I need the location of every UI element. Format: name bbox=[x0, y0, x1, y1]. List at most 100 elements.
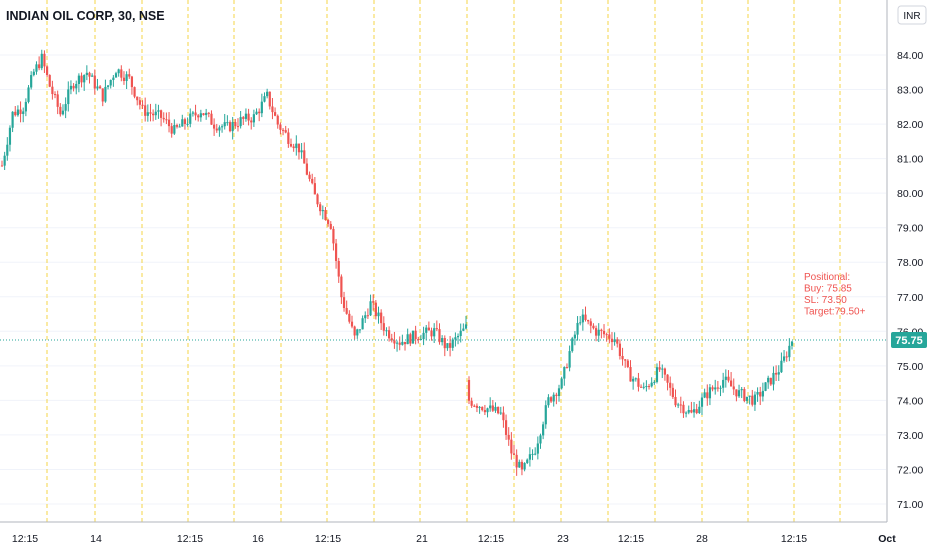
candle-body bbox=[130, 76, 134, 88]
candle-body bbox=[552, 394, 555, 402]
candle-body bbox=[292, 146, 295, 149]
candle-body bbox=[372, 301, 375, 303]
candle-body bbox=[398, 342, 401, 345]
candle-body bbox=[539, 435, 542, 444]
time-tick-label: Oct bbox=[878, 533, 896, 545]
candle-body bbox=[737, 390, 741, 397]
candle-body bbox=[581, 314, 584, 323]
candle-body bbox=[279, 124, 282, 130]
candle-body bbox=[260, 101, 263, 114]
candle-body bbox=[605, 334, 608, 336]
price-tick-label: 73.00 bbox=[897, 430, 923, 442]
candle-body bbox=[22, 111, 25, 114]
candle-body bbox=[138, 100, 141, 105]
candle-body bbox=[510, 439, 513, 454]
candle-body bbox=[207, 112, 210, 114]
price-tick-label: 82.00 bbox=[897, 119, 923, 131]
candle-body bbox=[711, 387, 714, 390]
candle-body bbox=[199, 113, 202, 118]
candle-body bbox=[456, 335, 460, 338]
candle-body bbox=[287, 132, 290, 144]
candle-body bbox=[356, 329, 359, 336]
candle-body bbox=[366, 315, 369, 317]
candle-body bbox=[181, 119, 184, 127]
candle-body bbox=[266, 91, 269, 97]
candle-body bbox=[650, 382, 653, 387]
candle-body bbox=[489, 405, 492, 409]
candle-body bbox=[11, 111, 14, 128]
annotation-line: Positional: bbox=[804, 272, 850, 283]
candle-body bbox=[369, 301, 372, 316]
grid bbox=[0, 54, 886, 505]
candle-body bbox=[695, 409, 698, 413]
price-tick-label: 75.00 bbox=[897, 361, 923, 373]
candle-body bbox=[268, 91, 271, 107]
candle-body bbox=[560, 378, 563, 389]
candle-body bbox=[146, 112, 149, 116]
candle-body bbox=[136, 96, 139, 101]
candle-body bbox=[77, 75, 80, 85]
candle-body bbox=[502, 412, 505, 421]
candle-body bbox=[491, 405, 494, 411]
candle-body bbox=[473, 405, 476, 407]
time-axis[interactable]: 12:15 14 12:15 16 12:15 21 12:15 23 12:15 28 12:15… bbox=[0, 521, 896, 545]
candle-body bbox=[515, 454, 518, 468]
candle-body bbox=[228, 122, 232, 132]
candle-body bbox=[289, 143, 293, 147]
currency-label: INR bbox=[903, 11, 920, 22]
candle-body bbox=[234, 122, 237, 127]
candle-body bbox=[80, 75, 83, 83]
candle-body bbox=[481, 406, 484, 411]
candle-body bbox=[639, 386, 643, 388]
candle-body bbox=[255, 111, 258, 115]
price-tick-label: 84.00 bbox=[897, 50, 923, 62]
candle-body bbox=[679, 404, 682, 406]
candle-body bbox=[45, 66, 49, 76]
candle-body bbox=[385, 330, 388, 332]
candle-body bbox=[666, 374, 669, 383]
candle-body bbox=[772, 372, 775, 385]
candle-body bbox=[589, 321, 592, 326]
candle-body bbox=[48, 75, 51, 87]
candle-body bbox=[565, 367, 569, 369]
candle-body bbox=[534, 453, 537, 455]
candle-body bbox=[682, 404, 685, 414]
candle-body bbox=[144, 105, 147, 116]
candle-body bbox=[271, 106, 274, 113]
annotation-line: Buy: 75.85 bbox=[804, 284, 852, 295]
candle-body bbox=[409, 334, 412, 344]
candle-body bbox=[61, 110, 65, 115]
candle-body bbox=[451, 339, 454, 348]
candle-body bbox=[663, 368, 667, 375]
candle-body bbox=[719, 387, 722, 389]
candle-body bbox=[427, 327, 430, 331]
candle-body bbox=[653, 381, 656, 383]
time-tick-label: 12:15 bbox=[177, 533, 203, 545]
candle-body bbox=[16, 109, 20, 116]
candle-body bbox=[236, 126, 240, 128]
candle-body bbox=[584, 314, 587, 320]
candle-body bbox=[433, 328, 436, 337]
candle-body bbox=[183, 119, 187, 125]
candle-body bbox=[244, 113, 248, 119]
candle-body bbox=[655, 367, 659, 382]
candle-body bbox=[753, 394, 757, 405]
candle-body bbox=[231, 122, 234, 132]
candle-body bbox=[448, 343, 452, 348]
candle-body bbox=[536, 443, 539, 454]
candle-body bbox=[740, 389, 743, 391]
candle-body bbox=[462, 328, 465, 331]
candle-body bbox=[714, 387, 717, 390]
candle-body bbox=[242, 117, 245, 119]
price-axis[interactable]: 84.00 83.00 82.00 81.00 80.00 79.00 78.00 77.00… bbox=[886, 0, 923, 522]
candle-body bbox=[730, 380, 733, 387]
candle-body bbox=[708, 387, 712, 399]
candle-body bbox=[210, 113, 213, 125]
candle-body bbox=[441, 338, 444, 343]
candle-body bbox=[483, 410, 486, 413]
candle-body bbox=[83, 75, 86, 83]
candle-body bbox=[0, 165, 4, 167]
candle-body bbox=[756, 391, 759, 395]
currency-badge[interactable]: INR bbox=[897, 5, 927, 25]
